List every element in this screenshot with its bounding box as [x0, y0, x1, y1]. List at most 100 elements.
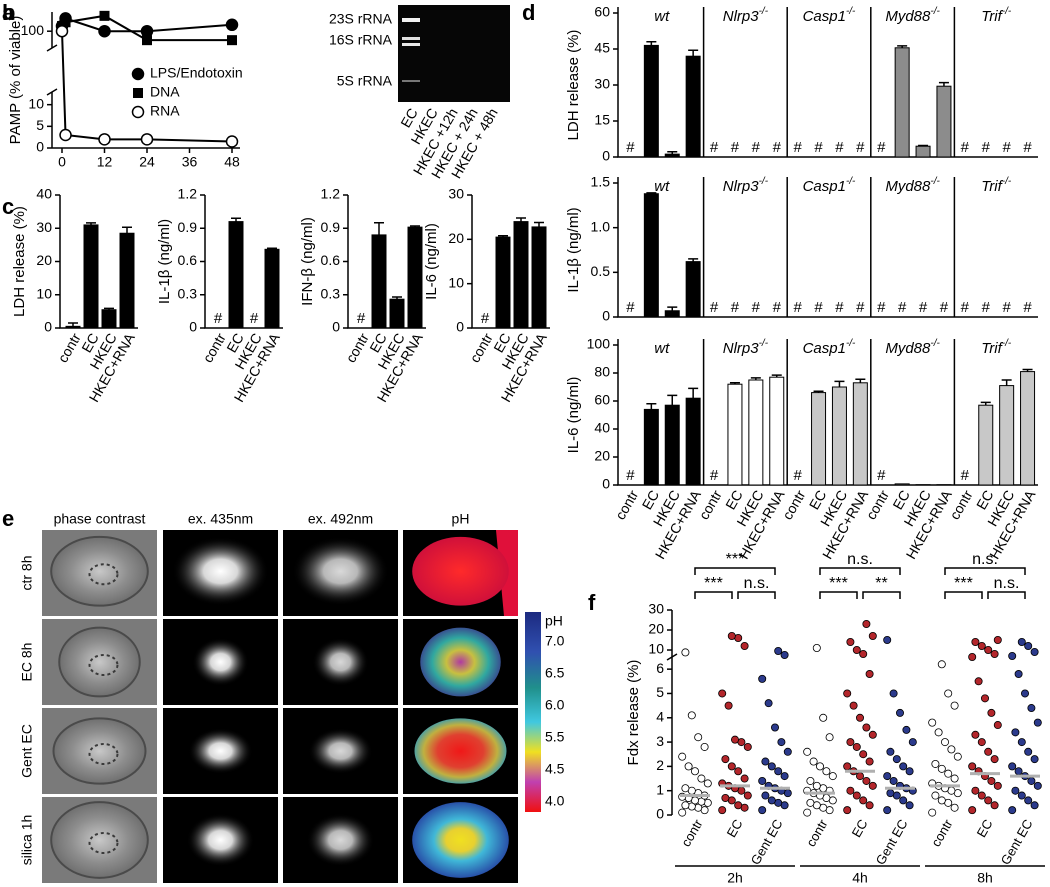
value-label: #	[752, 139, 761, 156]
y-tick-label: 20	[36, 252, 52, 268]
y-tick-label: 0	[456, 319, 464, 335]
point	[758, 674, 767, 683]
point	[1014, 670, 1023, 679]
group-label: 2h	[727, 870, 743, 886]
error-bar	[771, 374, 782, 378]
error-bar	[667, 306, 678, 311]
significance-bracket	[819, 567, 901, 575]
panel-label: f	[588, 590, 596, 615]
point	[944, 769, 953, 778]
error-bar	[392, 296, 402, 300]
point	[993, 781, 1002, 790]
error-bar	[86, 222, 96, 225]
line	[61, 31, 233, 143]
legend-label: DNA	[150, 84, 180, 100]
significance-label: ***	[954, 575, 973, 592]
point	[931, 791, 940, 800]
cell-glow	[292, 536, 389, 606]
point	[731, 735, 740, 744]
group-name: Casp1	[803, 340, 846, 357]
point	[944, 689, 953, 698]
point	[993, 636, 1002, 645]
point	[950, 774, 959, 783]
error-bar	[918, 144, 929, 147]
error-bar	[122, 226, 132, 234]
bar	[978, 404, 994, 486]
cell	[50, 535, 149, 607]
error-bar	[231, 217, 241, 222]
y-tick-label: 15	[594, 112, 610, 128]
value-label: #	[626, 139, 635, 156]
value-label: #	[752, 299, 761, 316]
point	[697, 774, 706, 783]
x-tick-label: contr	[863, 487, 893, 522]
error-bar	[667, 150, 678, 155]
row-label: Gent EC	[19, 724, 35, 778]
point	[828, 772, 837, 781]
group-name: Myd88	[885, 178, 931, 195]
value-label: #	[835, 299, 844, 316]
point	[868, 730, 877, 739]
point	[846, 738, 855, 747]
y-tick-label: 0	[656, 806, 664, 822]
point	[934, 728, 943, 737]
group-label: wt	[654, 178, 670, 195]
colorbar-label: 6.0	[545, 697, 565, 713]
point	[771, 723, 780, 732]
bar	[513, 221, 529, 329]
value-label: #	[877, 139, 886, 156]
axes	[617, 7, 1038, 158]
row-label: ctr 8h	[19, 555, 35, 590]
y-axis-label: IL-1β (ng/ml)	[565, 207, 582, 292]
y-tick-label: 20	[594, 448, 610, 464]
bar	[894, 483, 910, 486]
group-label: wt	[654, 8, 670, 25]
point	[227, 35, 237, 46]
point	[977, 791, 986, 800]
point	[743, 742, 752, 751]
y-tick-label: 0.5	[591, 263, 611, 279]
x-tick-label: Gent EC	[998, 817, 1036, 868]
point	[868, 781, 877, 790]
error-bar	[688, 49, 699, 57]
cell-detail	[88, 563, 119, 586]
significance-label: ***	[829, 575, 848, 592]
point	[734, 801, 743, 810]
point	[803, 747, 812, 756]
x-tick-label: 12	[97, 154, 113, 170]
significance-bracket	[819, 591, 858, 599]
group-name-sup: -/-	[930, 6, 940, 17]
value-label: #	[814, 299, 823, 316]
bar	[727, 383, 743, 486]
error-bar	[267, 247, 277, 250]
point	[865, 670, 874, 679]
group-name-sup: -/-	[930, 176, 940, 187]
cell	[52, 717, 147, 785]
error-bar	[1022, 368, 1033, 372]
point	[883, 772, 892, 781]
significance-label: n.s.	[847, 551, 873, 568]
point	[822, 767, 831, 776]
point	[846, 786, 855, 795]
y-tick-label: 2	[656, 757, 664, 773]
error-bar	[834, 380, 845, 387]
point	[865, 757, 874, 766]
bar	[999, 385, 1015, 486]
point	[852, 646, 861, 655]
point	[724, 701, 733, 710]
error-bar	[980, 401, 991, 406]
point	[758, 806, 767, 815]
point	[862, 723, 871, 732]
group-label: Myd88-/-	[885, 6, 940, 25]
point	[902, 725, 911, 734]
bar	[1020, 371, 1036, 486]
y-tick-label: 40	[36, 186, 52, 202]
bar	[389, 298, 405, 329]
value-label: #	[710, 139, 719, 156]
y-tick-label: 0	[36, 139, 44, 155]
y-axis-label: IFN-β (ng/ml)	[299, 217, 316, 306]
value-label: #	[357, 310, 366, 327]
value-label: #	[793, 139, 802, 156]
point	[718, 689, 727, 698]
cell	[50, 801, 149, 879]
